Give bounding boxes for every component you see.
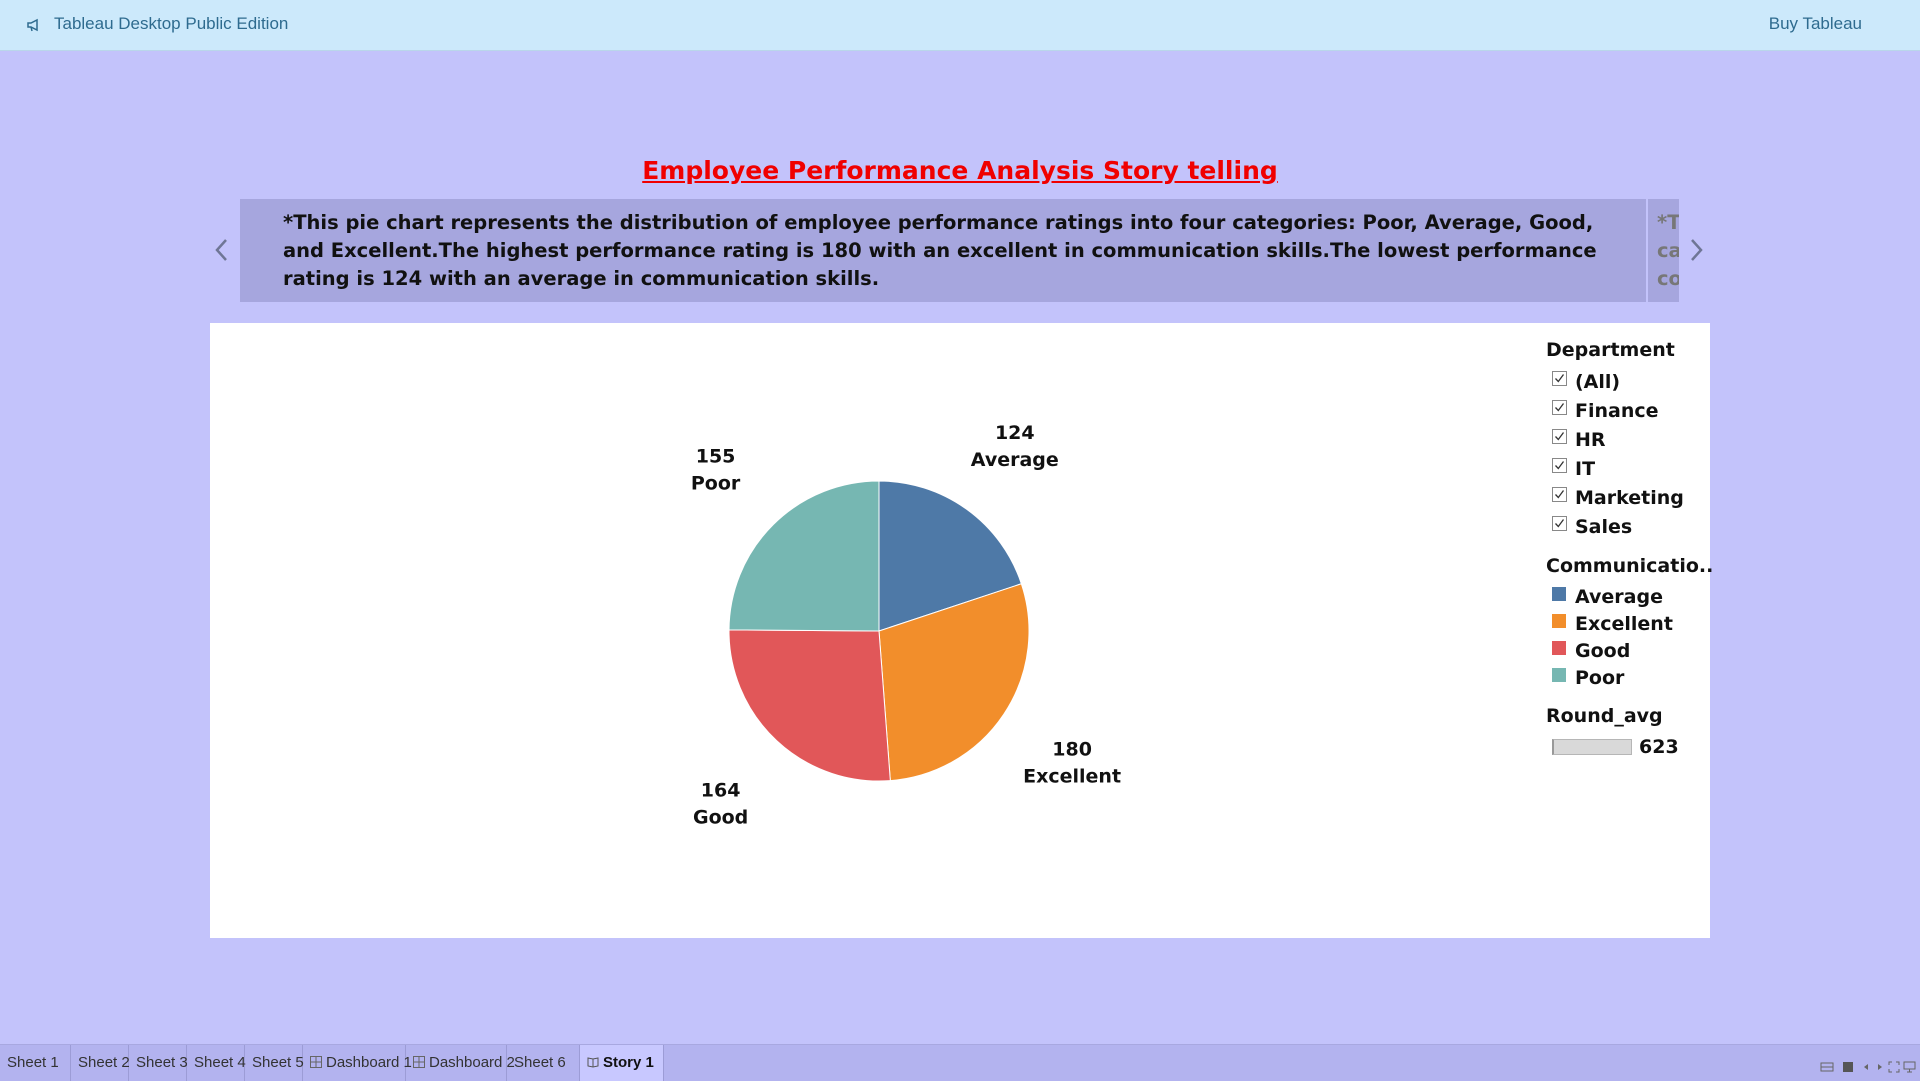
next-story-point-peek[interactable]: *T ca co xyxy=(1648,199,1679,302)
checkbox-checked-icon[interactable] xyxy=(1552,458,1567,473)
peek-line: ca xyxy=(1657,239,1679,262)
pie-value-label: 124 xyxy=(995,422,1035,444)
presentation-mode-icon[interactable] xyxy=(1903,1061,1916,1073)
department-filter-title: Department xyxy=(1546,339,1675,361)
color-legend-label: Good xyxy=(1575,639,1631,662)
sheet-tab[interactable]: Sheet 1 xyxy=(0,1045,71,1081)
filter-item-label: (All) xyxy=(1575,370,1621,393)
previous-point-arrow-icon[interactable] xyxy=(210,235,234,265)
color-legend-label: Average xyxy=(1575,585,1663,608)
department-filter-item[interactable]: HR xyxy=(1546,425,1706,454)
megaphone-icon xyxy=(27,18,38,32)
pie-category-label: Good xyxy=(693,807,748,829)
department-filter-item[interactable]: Sales xyxy=(1546,512,1706,541)
sheet-tab-label: Sheet 3 xyxy=(136,1054,188,1071)
fullscreen-icon[interactable] xyxy=(1888,1061,1900,1073)
pie-slice-average[interactable] xyxy=(878,480,1023,632)
pie-chart[interactable]: 124 Average 180 Excellent 164 Good 155 Poor xyxy=(210,323,1710,938)
pie-value-label: 180 xyxy=(1052,739,1092,761)
pie-category-label: Poor xyxy=(691,472,741,494)
sheet-tab[interactable]: Sheet 4 xyxy=(187,1045,246,1081)
color-swatch xyxy=(1552,640,1566,655)
size-legend-item: 623 xyxy=(1546,733,1706,761)
peek-line: co xyxy=(1657,267,1679,290)
story-title: Employee Performance Analysis Story tell… xyxy=(642,156,1278,185)
department-filter-item[interactable]: Finance xyxy=(1546,396,1706,425)
sheet-tab-label: Sheet 4 xyxy=(194,1054,246,1071)
sheet-tab-label: Sheet 6 xyxy=(514,1054,566,1071)
color-swatch xyxy=(1552,586,1566,601)
dashboard-icon xyxy=(310,1056,322,1068)
sheet-tab[interactable]: Sheet 6 xyxy=(507,1045,580,1081)
filter-item-label: Marketing xyxy=(1575,486,1684,509)
department-filter-item[interactable]: (All) xyxy=(1546,367,1706,396)
color-legend-item[interactable]: Average xyxy=(1546,583,1706,610)
app-title: Tableau Desktop Public Edition xyxy=(54,14,289,33)
filter-item-label: Sales xyxy=(1575,515,1633,538)
sheet-tab-label: Dashboard 2 xyxy=(429,1054,515,1071)
sheet-tab[interactable]: Sheet 5 xyxy=(245,1045,304,1081)
department-filter-item[interactable]: IT xyxy=(1546,454,1706,483)
pie-slice-excellent[interactable] xyxy=(878,583,1030,782)
sheet-tab-label: Sheet 5 xyxy=(252,1054,304,1071)
pie-value-label: 164 xyxy=(701,780,741,802)
pie-value-label: 155 xyxy=(696,445,736,467)
color-legend-title: Communicatio.. xyxy=(1546,555,1714,577)
next-point-arrow-icon[interactable] xyxy=(1684,235,1708,265)
story-point-caption[interactable]: *This pie chart represents the distribut… xyxy=(272,199,1646,302)
story-icon xyxy=(587,1057,599,1068)
dashboard-icon xyxy=(413,1056,425,1068)
size-legend-value: 623 xyxy=(1639,736,1679,758)
sheet-tab[interactable]: Sheet 3 xyxy=(129,1045,188,1081)
department-filter-list: (All) Finance HR IT Marketing Sales xyxy=(1546,367,1706,541)
peek-line: *T xyxy=(1657,211,1679,234)
scroll-right-icon[interactable] xyxy=(1876,1061,1884,1073)
sheet-tab-label: Sheet 1 xyxy=(7,1054,59,1071)
color-legend-label: Excellent xyxy=(1575,612,1673,635)
color-legend-label: Poor xyxy=(1575,666,1625,689)
filter-item-label: IT xyxy=(1575,457,1596,480)
checkbox-checked-icon[interactable] xyxy=(1552,429,1567,444)
size-legend-title: Round_avg xyxy=(1546,705,1663,727)
filter-item-label: HR xyxy=(1575,428,1606,451)
story-nav-left-strip[interactable] xyxy=(240,199,272,302)
sheet-tab[interactable]: Dashboard 2 xyxy=(406,1045,515,1081)
pie-category-label: Average xyxy=(971,449,1059,471)
pie-slice-good[interactable] xyxy=(728,629,891,782)
color-legend-list: Average Excellent Good Poor xyxy=(1546,583,1706,691)
checkbox-checked-icon[interactable] xyxy=(1552,371,1567,386)
sheet-tab[interactable]: Dashboard 1 xyxy=(303,1045,412,1081)
show-sheets-icon[interactable] xyxy=(1820,1061,1834,1073)
size-legend-bar xyxy=(1552,739,1632,755)
top-bar: Tableau Desktop Public Edition Buy Table… xyxy=(0,0,1920,51)
dashboard-area: 124 Average 180 Excellent 164 Good 155 Poor Dep… xyxy=(210,323,1714,938)
color-legend-item[interactable]: Poor xyxy=(1546,664,1706,691)
department-filter-item[interactable]: Marketing xyxy=(1546,483,1706,512)
buy-tableau-link[interactable]: Buy Tableau xyxy=(1768,14,1862,33)
sheet-tab-label: Story 1 xyxy=(603,1054,654,1071)
sheet-tab[interactable]: Story 1 xyxy=(580,1045,664,1081)
color-legend-item[interactable]: Excellent xyxy=(1546,610,1706,637)
color-swatch xyxy=(1552,613,1566,628)
filmstrip-icon[interactable] xyxy=(1842,1061,1854,1073)
filter-item-label: Finance xyxy=(1575,399,1659,422)
color-swatch xyxy=(1552,667,1566,682)
sheet-tab-bar: Sheet 1 Sheet 2 Sheet 3 Sheet 4 Sheet 5 Dashb… xyxy=(0,1044,1920,1081)
pie-category-label: Excellent xyxy=(1023,766,1121,788)
checkbox-checked-icon[interactable] xyxy=(1552,400,1567,415)
checkbox-checked-icon[interactable] xyxy=(1552,516,1567,531)
sheet-tab[interactable]: Sheet 2 xyxy=(71,1045,130,1081)
sheet-tab-label: Dashboard 1 xyxy=(326,1054,412,1071)
legend-panel: Department (All) Finance HR IT Marketing Sale… xyxy=(1546,339,1714,761)
checkbox-checked-icon[interactable] xyxy=(1552,487,1567,502)
sheet-tab-label: Sheet 2 xyxy=(78,1054,130,1071)
color-legend-item[interactable]: Good xyxy=(1546,637,1706,664)
scroll-left-icon[interactable] xyxy=(1862,1061,1870,1073)
pie-slice-poor[interactable] xyxy=(728,480,880,632)
